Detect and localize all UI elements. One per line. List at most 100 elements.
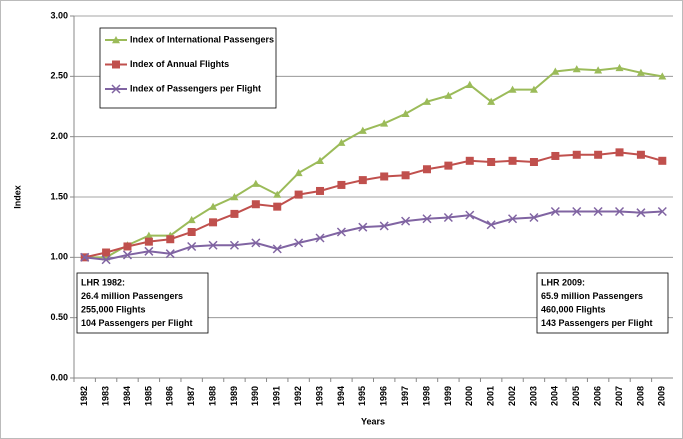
x-tick-label: 1982 <box>79 386 89 406</box>
marker <box>144 246 154 256</box>
marker <box>401 171 410 180</box>
marker <box>444 161 453 170</box>
annotation-text: 255,000 Flights <box>81 304 146 314</box>
annotation-text: 143 Passengers per Flight <box>541 318 653 328</box>
marker <box>187 227 196 236</box>
x-tick-label: 1991 <box>272 386 282 406</box>
legend-box <box>99 27 277 109</box>
marker <box>111 84 121 94</box>
marker <box>273 190 282 198</box>
marker <box>102 248 111 257</box>
annotation-box <box>76 272 209 334</box>
x-tick-label: 1997 <box>400 386 410 406</box>
x-tick-label: 2007 <box>614 386 624 406</box>
marker <box>572 206 582 217</box>
marker <box>123 242 132 251</box>
marker <box>272 244 282 254</box>
annotation-text: 26.4 million Passengers <box>81 291 183 301</box>
marker <box>572 65 581 73</box>
marker <box>486 220 496 230</box>
x-tick-label: 2000 <box>464 386 474 406</box>
y-tick-label: 0.50 <box>50 312 68 322</box>
x-tick-label: 2006 <box>593 386 603 406</box>
legend-label: Index of Annual Flights <box>130 59 229 69</box>
marker <box>594 150 603 159</box>
annotation-text: LHR 1982: <box>81 277 125 287</box>
y-tick-label: 1.00 <box>50 252 68 262</box>
y-tick-label: 3.00 <box>50 10 68 20</box>
y-tick-label: 0.00 <box>50 372 68 382</box>
x-tick-label: 1993 <box>314 386 324 406</box>
marker <box>594 66 603 74</box>
marker <box>422 97 431 105</box>
x-tick-label: 1989 <box>229 386 239 406</box>
marker <box>636 150 645 159</box>
marker <box>551 151 560 160</box>
x-tick-label: 1987 <box>186 386 196 406</box>
annotation-box <box>536 272 669 334</box>
marker <box>166 235 175 244</box>
x-tick-label: 1995 <box>357 386 367 406</box>
x-tick-label: 1984 <box>122 386 132 406</box>
marker <box>358 222 368 232</box>
marker <box>487 97 496 105</box>
legend-label: Index of Passengers per Flight <box>130 83 261 93</box>
marker <box>465 210 475 220</box>
marker <box>658 156 667 165</box>
marker <box>230 193 239 201</box>
annotation-text: LHR 2009: <box>541 277 585 287</box>
marker <box>443 212 453 223</box>
marker <box>551 67 560 75</box>
marker <box>614 206 625 217</box>
x-tick-label: 2003 <box>528 386 538 406</box>
marker <box>379 221 389 231</box>
x-tick-label: 2004 <box>550 386 560 406</box>
marker <box>208 240 218 250</box>
marker <box>401 109 410 117</box>
annotation-text: 65.9 million Passengers <box>541 291 643 301</box>
x-tick-label: 1998 <box>421 386 431 406</box>
marker <box>422 214 432 224</box>
marker <box>112 36 120 44</box>
marker <box>380 119 389 127</box>
marker <box>593 206 603 217</box>
x-tick-label: 1994 <box>336 386 346 406</box>
marker <box>465 80 474 88</box>
marker <box>101 255 111 265</box>
x-tick-label: 1999 <box>443 386 453 406</box>
marker <box>615 63 624 72</box>
marker <box>294 190 303 199</box>
annotation-text: 104 Passengers per Flight <box>81 318 193 328</box>
marker <box>444 91 453 99</box>
marker <box>508 85 517 93</box>
x-tick-label: 2002 <box>507 386 517 406</box>
legend-label: Index of International Passengers <box>130 34 274 44</box>
x-tick-label: 2001 <box>486 386 496 406</box>
marker <box>251 179 260 187</box>
x-tick-label: 2008 <box>635 386 645 406</box>
marker <box>209 218 218 227</box>
x-tick-label: 1992 <box>293 386 303 406</box>
x-tick-label: 1996 <box>379 386 389 406</box>
marker <box>615 148 624 157</box>
marker <box>508 214 518 224</box>
x-axis-label: Years <box>361 416 385 426</box>
y-tick-label: 2.00 <box>50 131 68 141</box>
marker <box>487 158 496 167</box>
marker <box>658 72 667 80</box>
series-line <box>84 210 663 261</box>
marker <box>422 165 431 174</box>
x-tick-label: 2009 <box>657 386 667 406</box>
marker <box>112 60 120 69</box>
marker <box>144 231 153 239</box>
marker <box>294 168 303 177</box>
marker <box>529 85 538 93</box>
marker <box>380 172 389 181</box>
x-tick-label: 1985 <box>143 386 153 406</box>
series-line <box>84 151 663 259</box>
marker <box>187 241 197 252</box>
marker <box>508 156 517 165</box>
marker <box>294 238 304 248</box>
